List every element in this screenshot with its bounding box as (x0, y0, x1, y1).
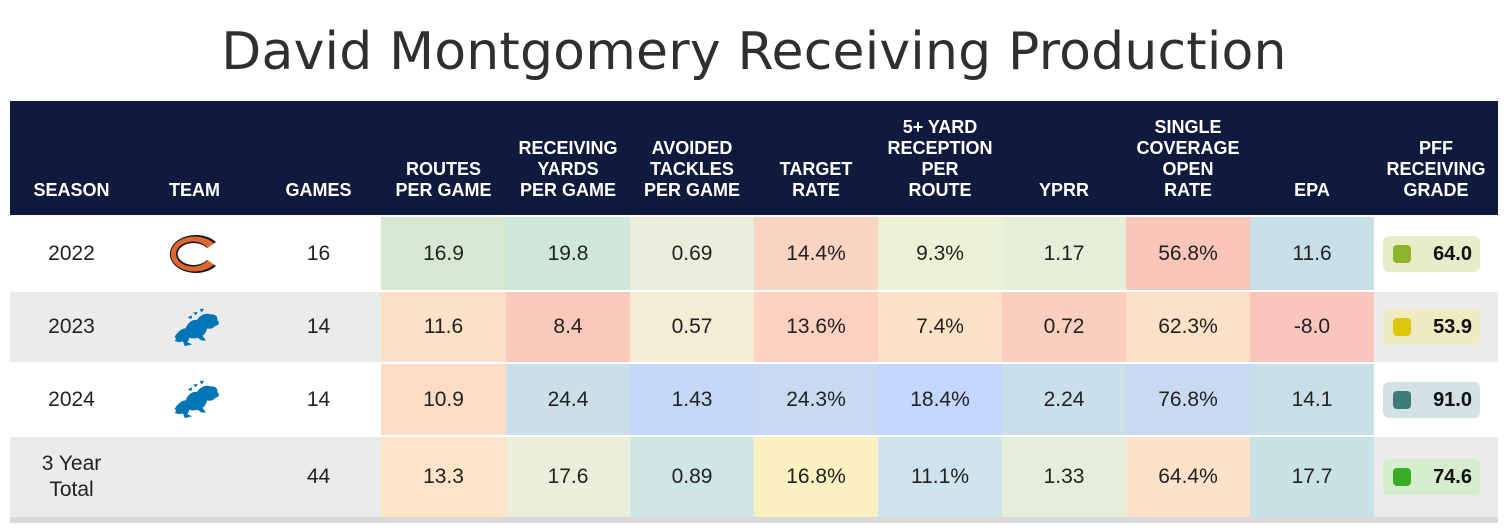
season-cell: 2024 (48, 387, 95, 411)
stat-cell-epa: 14.1 (1250, 364, 1374, 435)
table-header: SEASON TEAM GAMES ROUTES PER GAME RECEIVING YA… (10, 101, 1498, 215)
table-bottom-rule (10, 517, 1498, 523)
stat-cell-avoided-tackles-per-game: 0.57 (630, 292, 754, 362)
column-header-season: SEASON (33, 180, 110, 200)
stat-cell-target-rate: 24.3% (754, 364, 878, 435)
season-cell: 2022 (48, 241, 95, 265)
stat-cell-routes-per-game: 16.9 (381, 217, 506, 290)
stat-cell-target-rate: 16.8% (754, 437, 878, 517)
stat-cell-avoided-tackles-per-game: 0.69 (630, 217, 754, 290)
games-cell: 44 (306, 465, 331, 488)
stat-cell-epa: -8.0 (1250, 292, 1374, 362)
grade-badge: 74.6 (1383, 459, 1480, 495)
column-header-games: GAMES (285, 180, 352, 200)
column-header-yprr: YPRR (1038, 180, 1089, 200)
grade-value: 53.9 (1433, 316, 1472, 338)
stat-cell-receiving-yards-per-game: 8.4 (506, 292, 630, 362)
table-row: 2022 16 16.9 19.8 0.69 14.4% 9.3% 1.17 56.8% 11.6… (10, 217, 1498, 290)
table-row: 3 Year Total 44 13.3 17.6 0.89 16.8% 11.1% 1.33 6… (10, 437, 1498, 517)
team-cell (133, 292, 256, 362)
team-cell (133, 217, 256, 290)
games-cell: 16 (306, 241, 331, 265)
grade-value: 64.0 (1433, 242, 1472, 265)
grade-color-swatch (1393, 468, 1411, 486)
stat-cell-avoided-tackles-per-game: 1.43 (630, 364, 754, 435)
grade-cell: 91.0 (1374, 364, 1498, 435)
grade-cell: 64.0 (1374, 217, 1498, 290)
stat-cell-yprr: 1.33 (1002, 437, 1126, 517)
stat-cell-routes-per-game: 10.9 (381, 364, 506, 435)
table-row: 2024 14 10.9 24.4 1.43 24.3% 18.4% 2.24 76.8% 14.… (10, 364, 1498, 435)
stat-cell-receiving-yards-per-game: 19.8 (506, 217, 630, 290)
stat-cell-receiving-yards-per-game: 17.6 (506, 437, 630, 517)
column-header-receiving-yards-per-game: RECEIVING YARDS PER GAME (518, 138, 618, 200)
stat-cell-five-plus-yard-reception-per-route: 11.1% (878, 437, 1002, 517)
stat-cell-yprr: 0.72 (1002, 292, 1126, 362)
grade-badge: 64.0 (1383, 235, 1480, 272)
team-cell (133, 364, 256, 435)
stat-cell-receiving-yards-per-game: 24.4 (506, 364, 630, 435)
games-cell: 14 (306, 315, 331, 338)
stat-cell-epa: 11.6 (1250, 217, 1374, 290)
column-header-five-plus-yard-reception-per-route: 5+ YARD RECEPTION PER ROUTE (887, 117, 993, 200)
lions-logo-icon (169, 305, 221, 350)
team-cell (133, 437, 256, 517)
grade-badge: 91.0 (1383, 381, 1480, 418)
stat-cell-five-plus-yard-reception-per-route: 9.3% (878, 217, 1002, 290)
stat-cell-single-coverage-open-rate: 64.4% (1126, 437, 1250, 517)
table-row: 2023 14 11.6 8.4 0.57 13.6% 7.4% 0.72 62.3% -8.0 5… (10, 292, 1498, 362)
stat-cell-yprr: 2.24 (1002, 364, 1126, 435)
stat-cell-routes-per-game: 11.6 (381, 292, 506, 362)
grade-cell: 74.6 (1374, 437, 1498, 517)
column-header-pff-receiving-grade: PFF RECEIVING GRADE (1386, 138, 1486, 200)
column-header-epa: EPA (1294, 180, 1330, 200)
grade-badge: 53.9 (1383, 309, 1480, 345)
stat-cell-epa: 17.7 (1250, 437, 1374, 517)
lions-logo-icon (169, 377, 221, 422)
grade-color-swatch (1393, 318, 1411, 336)
stat-cell-avoided-tackles-per-game: 0.89 (630, 437, 754, 517)
season-cell: 3 Year Total (41, 452, 102, 501)
column-header-target-rate: TARGET RATE (779, 159, 853, 200)
stat-cell-single-coverage-open-rate: 56.8% (1126, 217, 1250, 290)
column-header-team: TEAM (169, 180, 220, 200)
bears-logo-icon (165, 232, 225, 276)
stat-cell-routes-per-game: 13.3 (381, 437, 506, 517)
games-cell: 14 (306, 387, 331, 411)
column-header-routes-per-game: ROUTES PER GAME (395, 159, 492, 200)
grade-cell: 53.9 (1374, 292, 1498, 362)
season-cell: 2023 (48, 315, 95, 338)
grade-color-swatch (1393, 390, 1411, 409)
stat-cell-target-rate: 13.6% (754, 292, 878, 362)
page-title: David Montgomery Receiving Production (221, 22, 1287, 82)
grade-color-swatch (1393, 244, 1411, 263)
stat-cell-single-coverage-open-rate: 76.8% (1126, 364, 1250, 435)
stat-cell-five-plus-yard-reception-per-route: 7.4% (878, 292, 1002, 362)
stat-cell-single-coverage-open-rate: 62.3% (1126, 292, 1250, 362)
column-header-avoided-tackles-per-game: AVOIDED TACKLES PER GAME (643, 138, 740, 200)
stat-cell-yprr: 1.17 (1002, 217, 1126, 290)
column-header-single-coverage-open-rate: SINGLE COVERAGE OPEN RATE (1136, 117, 1240, 200)
grade-value: 91.0 (1433, 388, 1472, 411)
stat-cell-five-plus-yard-reception-per-route: 18.4% (878, 364, 1002, 435)
stat-cell-target-rate: 14.4% (754, 217, 878, 290)
grade-value: 74.6 (1433, 466, 1472, 488)
